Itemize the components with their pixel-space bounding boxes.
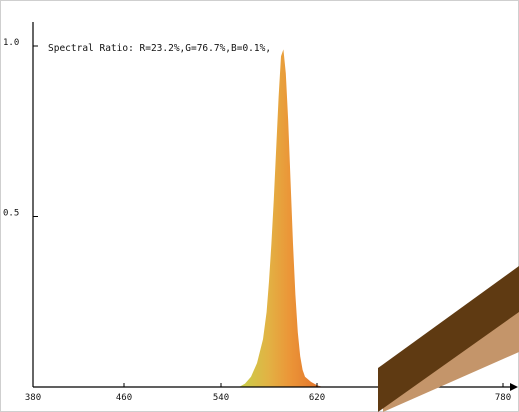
ticks-layer: 380 460 540 620 780 1.0 0.5	[3, 38, 511, 403]
x-tick-label: 460	[116, 393, 132, 403]
y-tick-label: 0.5	[3, 209, 19, 219]
decor-stripe-dark	[378, 266, 519, 412]
spectral-ratio-annotation: Spectral Ratio: R=23.2%,G=76.7%,B=0.1%,	[48, 43, 271, 54]
x-tick-label: 620	[309, 393, 325, 403]
spectrum-area	[239, 49, 323, 388]
x-tick-label: 540	[213, 393, 229, 403]
x-tick-label: 380	[25, 393, 41, 403]
x-axis-arrow	[510, 383, 518, 391]
x-tick-label: 780	[495, 393, 511, 403]
y-tick-label: 1.0	[3, 38, 19, 48]
